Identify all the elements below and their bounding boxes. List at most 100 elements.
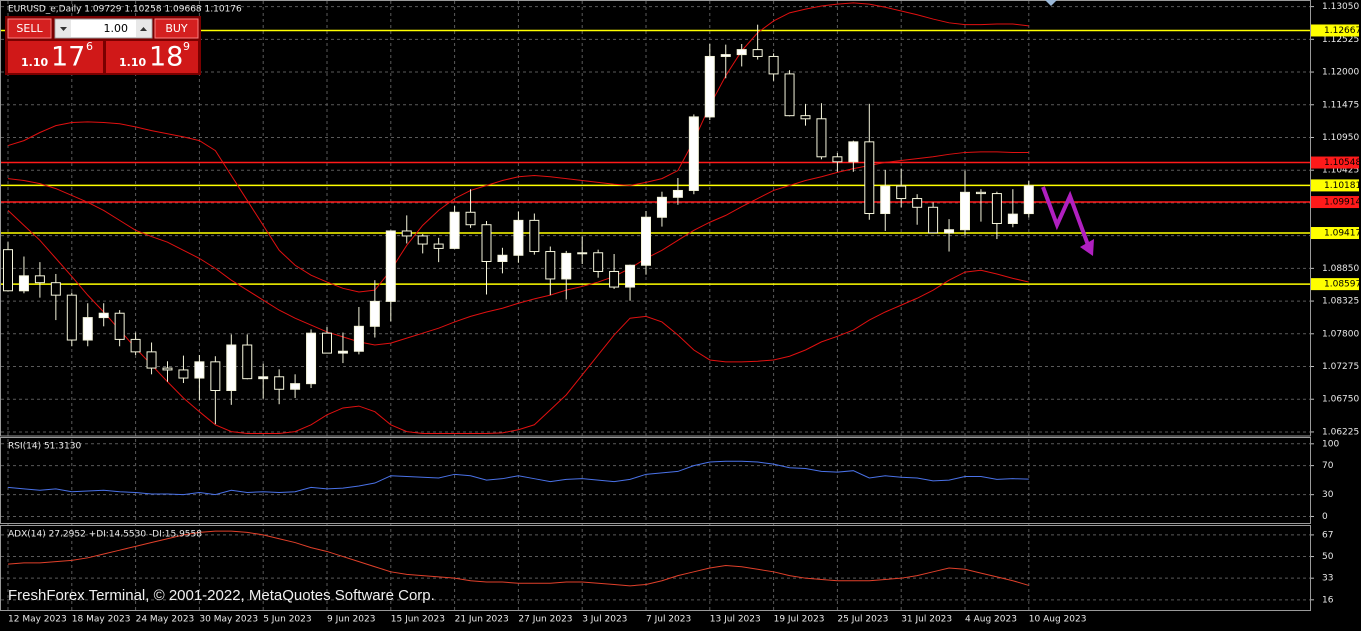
y-tick-label: 70 [1322,461,1334,471]
candle-body [784,73,795,117]
x-tick-label: 13 Jul 2023 [710,615,761,625]
candle-body [226,344,237,392]
candle-body [928,206,939,234]
y-tick-label: 0 [1322,512,1328,522]
level-label: 1.09914 [1324,198,1361,208]
candle-body [529,219,540,253]
level-tag [1311,156,1359,169]
y-tick-label: 1.10425 [1322,166,1359,176]
ask-pip[interactable]: 9 [183,40,190,53]
candle-body [258,376,269,380]
candle-body [322,332,332,354]
ask-box[interactable] [106,41,198,73]
y-tick-label: 50 [1322,552,1334,562]
candle-body [162,367,173,371]
candle-body [832,156,843,163]
trade-panel: SELL 1.00 BUY 1.10 17 6 1.10 18 9 [5,16,201,75]
candle-body [98,312,109,319]
candle-body [306,332,317,385]
candle-body [481,224,492,263]
x-tick-label: 27 Jun 2023 [518,615,572,625]
panel-title: RSI(14) 51.3130 [8,442,81,452]
lot-value[interactable]: 1.00 [104,22,129,35]
candle-body [848,141,859,163]
candle-body [210,361,221,392]
candle-body [561,252,572,280]
x-tick-label: 4 Aug 2023 [965,615,1017,625]
candle-body [449,211,460,249]
candle-body [337,350,348,354]
level-tag [1311,278,1359,291]
candle-body [896,185,907,200]
candle-body [752,49,763,57]
x-tick-label: 21 Jun 2023 [455,615,509,625]
sell-label[interactable]: SELL [16,22,43,35]
y-tick-label: 1.06225 [1322,427,1359,437]
candle-body [82,317,93,341]
bid-box[interactable] [8,41,103,73]
candle-body [577,252,588,255]
x-tick-label: 30 May 2023 [199,615,258,625]
shift-marker [1045,0,1057,6]
forecast-arrowhead [1080,239,1094,256]
x-tick-label: 10 Aug 2023 [1029,615,1087,625]
y-tick-label: 1.10950 [1322,133,1359,143]
forecast-arrow [1041,186,1090,246]
level-label: 1.10181 [1324,181,1361,191]
candle-body [800,115,811,120]
x-tick-label: 24 May 2023 [136,615,195,625]
level-label: 1.09417 [1324,229,1361,239]
increase-icon [140,27,147,31]
candle-body [146,351,157,369]
x-tick-label: 31 Jul 2023 [901,615,952,625]
candle-body [242,344,253,380]
candle-body [290,383,301,390]
candle-body [497,254,508,263]
ask-big[interactable]: 1.10 [119,56,146,69]
bid-big[interactable]: 1.10 [21,56,48,69]
candle-body [178,369,189,379]
candle-body [593,252,604,272]
y-tick-label: 1.07800 [1322,329,1359,339]
candle-body [401,230,412,237]
candle-body [18,275,29,292]
candle-body [688,116,699,191]
candle-body [720,54,731,57]
sell-button[interactable] [7,18,52,39]
candle-body [465,211,476,226]
x-tick-label: 15 Jun 2023 [391,615,445,625]
x-tick-label: 12 May 2023 [8,615,67,625]
y-tick-label: 1.12000 [1322,68,1359,78]
buy-button[interactable] [154,18,199,39]
candle-body [704,55,715,118]
bid-pip[interactable]: 6 [86,40,93,53]
candle-body [960,191,970,231]
lot-input[interactable] [54,18,153,39]
candle-body [545,251,556,280]
level-label: 1.10548 [1324,158,1361,168]
ask-main[interactable]: 18 [149,42,183,73]
y-tick-label: 1.08325 [1322,297,1359,307]
candle-body [513,219,524,256]
candle-body [609,270,620,288]
candle-body [1023,185,1034,215]
candle-body [944,229,955,234]
candle-body [672,189,683,198]
x-tick-label: 9 Jun 2023 [327,615,375,625]
buy-label[interactable]: BUY [165,22,188,35]
x-tick-label: 5 Jun 2023 [263,615,311,625]
candle-body [880,185,891,215]
indicator-line [7,2,1029,293]
watermark: FreshForex Terminal, © 2001-2022, MetaQu… [8,587,435,604]
y-tick-label: 33 [1322,574,1333,584]
y-tick-label: 1.13050 [1322,2,1359,12]
candle-body [66,294,77,341]
y-tick-label: 30 [1322,490,1334,500]
y-tick-label: 16 [1322,595,1334,605]
x-tick-label: 25 Jul 2023 [837,615,888,625]
bid-main[interactable]: 17 [51,42,85,73]
candle-body [385,230,396,302]
x-tick-label: 19 Jul 2023 [774,615,825,625]
